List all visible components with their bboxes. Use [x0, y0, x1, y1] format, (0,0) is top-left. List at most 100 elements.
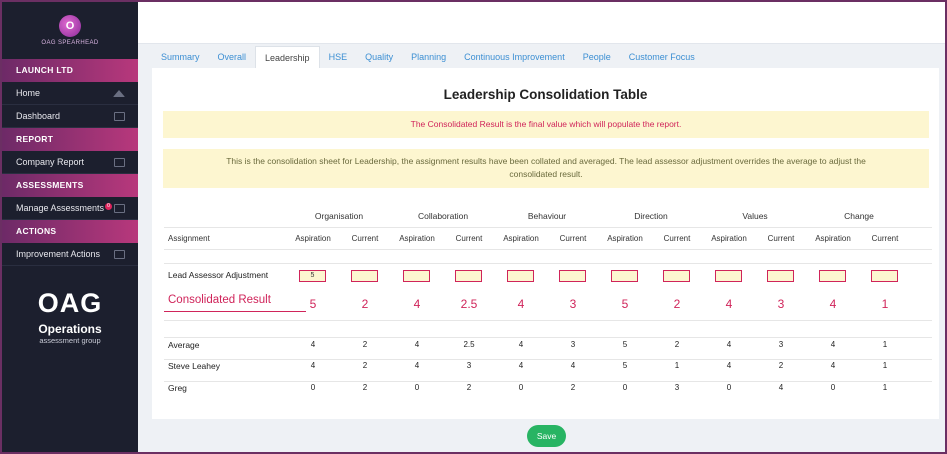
table-cell: 2 [570, 383, 576, 392]
section-launch: LAUNCH LTD [2, 59, 138, 82]
column-header: Current [559, 234, 587, 243]
table-icon [114, 157, 125, 167]
sidebar-item-label: Dashboard [16, 111, 61, 121]
home-icon [113, 89, 125, 97]
adjustment-input[interactable] [559, 270, 586, 282]
adjustment-input[interactable] [715, 270, 742, 282]
section-report: REPORT [2, 128, 138, 151]
tab-planning[interactable]: Planning [411, 52, 447, 62]
table-cell: 4 [518, 361, 524, 370]
table-icon [114, 203, 125, 213]
table-cell: 1 [882, 383, 888, 392]
table-icon [114, 249, 125, 259]
oag-logo-tagline: assessment group [39, 336, 101, 345]
consolidated-value: 5 [309, 297, 317, 311]
group-header-change: Change [844, 211, 874, 221]
final-value-notice: The Consolidated Result is the final val… [163, 111, 929, 138]
tab-customer-focus[interactable]: Customer Focus [628, 52, 695, 62]
table-cell: 4 [726, 340, 732, 349]
brand-logo-icon: O [59, 15, 81, 37]
sidebar-item-label-wrap: Manage Assessments 0 [16, 203, 113, 213]
sidebar: O OAG SPEARHEAD LAUNCH LTD Home Dashboar… [2, 2, 138, 452]
table-cell: 2 [362, 361, 368, 370]
table-cell: 1 [882, 340, 888, 349]
sidebar-item-company-report[interactable]: Company Report [2, 151, 138, 174]
sidebar-item-label: Improvement Actions [16, 249, 101, 259]
column-header: Aspiration [815, 234, 851, 243]
table-cell: 3 [674, 383, 680, 392]
tab-overall[interactable]: Overall [217, 52, 247, 62]
row-divider [164, 359, 932, 360]
top-bar [138, 2, 945, 44]
consolidated-value: 4 [725, 297, 733, 311]
consolidated-value: 2 [361, 297, 369, 311]
row-divider [164, 320, 932, 321]
tab-hse[interactable]: HSE [328, 52, 348, 62]
adjustment-input[interactable] [767, 270, 794, 282]
adjustment-input[interactable] [871, 270, 898, 282]
column-header: Current [767, 234, 795, 243]
table-cell: 3 [466, 361, 472, 370]
tab-leadership[interactable]: Leadership [255, 46, 320, 68]
row-divider [164, 249, 932, 250]
table-cell: 4 [310, 361, 316, 370]
column-header: Aspiration [503, 234, 539, 243]
column-header: Aspiration [607, 234, 643, 243]
adjustment-input[interactable] [455, 270, 482, 282]
adjustment-input[interactable] [403, 270, 430, 282]
assignment-name: Average [168, 340, 200, 350]
consolidated-result-label: Consolidated Result [168, 294, 271, 306]
table-cell: 2 [362, 340, 368, 349]
column-header: Aspiration [399, 234, 435, 243]
consolidated-value: 4 [413, 297, 421, 311]
assignment-header: Assignment [168, 234, 210, 243]
adjustment-input[interactable] [819, 270, 846, 282]
brand: O OAG SPEARHEAD [2, 2, 138, 59]
consolidation-panel: Leadership Consolidation Table The Conso… [152, 68, 939, 419]
table-cell: 4 [830, 340, 836, 349]
table-cell: 1 [674, 361, 680, 370]
row-divider [164, 381, 932, 382]
table-cell: 4 [778, 383, 784, 392]
table-cell: 4 [830, 361, 836, 370]
table-cell: 2.5 [463, 340, 475, 349]
table-cell: 2 [674, 340, 680, 349]
tab-summary[interactable]: Summary [161, 52, 200, 62]
table-cell: 4 [414, 340, 420, 349]
table-cell: 4 [414, 361, 420, 370]
brand-name: OAG SPEARHEAD [41, 40, 99, 46]
group-header-values: Values [742, 211, 768, 221]
sidebar-item-home[interactable]: Home [2, 82, 138, 105]
adjustment-label: Lead Assessor Adjustment [168, 270, 269, 280]
table-cell: 0 [518, 383, 524, 392]
adjustment-input[interactable] [611, 270, 638, 282]
tab-quality[interactable]: Quality [365, 52, 394, 62]
row-divider [164, 337, 932, 338]
adjustment-input[interactable]: 5 [299, 270, 326, 282]
tab-people[interactable]: People [582, 52, 611, 62]
sidebar-item-dashboard[interactable]: Dashboard [2, 105, 138, 128]
sidebar-item-manage-assessments[interactable]: Manage Assessments 0 [2, 197, 138, 220]
tab-bar: Summary Overall Leadership HSE Quality Planni… [152, 46, 704, 68]
oag-logo: OAG Operations assessment group [2, 288, 138, 345]
adjustment-input[interactable] [507, 270, 534, 282]
table-cell: 0 [726, 383, 732, 392]
table-cell: 0 [830, 383, 836, 392]
column-header: Current [871, 234, 899, 243]
assignment-name: Steve Leahey [168, 361, 220, 371]
consolidated-value: 4 [517, 297, 525, 311]
adjustment-input[interactable] [663, 270, 690, 282]
save-button[interactable]: Save [527, 425, 566, 447]
column-header: Current [663, 234, 691, 243]
consolidated-value: 1 [881, 297, 889, 311]
column-header: Current [455, 234, 483, 243]
tab-continuous-improvement[interactable]: Continuous Improvement [464, 52, 565, 62]
consolidated-value: 2.5 [460, 297, 478, 311]
sidebar-item-improvement-actions[interactable]: Improvement Actions [2, 243, 138, 266]
table-cell: 4 [310, 340, 316, 349]
adjustment-input[interactable] [351, 270, 378, 282]
oag-logo-name: Operations [38, 322, 102, 336]
group-header-direction: Direction [634, 211, 668, 221]
consolidated-value: 3 [569, 297, 577, 311]
